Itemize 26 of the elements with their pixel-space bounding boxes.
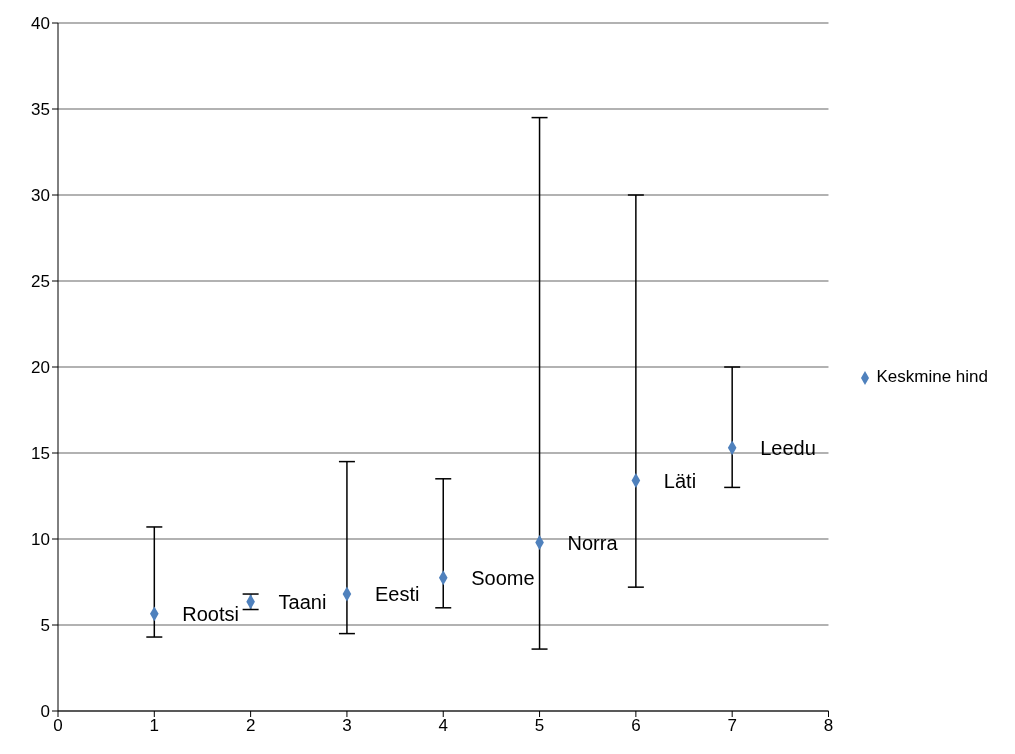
- y-tick-label: 20: [31, 358, 50, 378]
- x-tick-label: 4: [438, 716, 448, 736]
- annotation: Norra: [567, 531, 619, 554]
- y-tick-label: 15: [31, 444, 50, 464]
- legend-label: Keskmine hind: [876, 367, 988, 386]
- annotation: Soome: [471, 566, 535, 589]
- x-tick-label: 5: [534, 716, 545, 736]
- y-tick-label: 10: [31, 530, 50, 550]
- x-tick-label: 2: [245, 716, 256, 736]
- x-tick-label: 7: [727, 716, 737, 736]
- annotation: Läti: [663, 469, 697, 492]
- y-tick-label: 0: [40, 702, 50, 722]
- x-tick-label: 8: [823, 716, 834, 736]
- x-tick-label: 6: [631, 716, 641, 736]
- annotation: Eesti: [374, 583, 420, 606]
- x-tick-label: 1: [149, 716, 160, 736]
- y-tick-label: 30: [31, 186, 50, 206]
- y-tick-label: 5: [40, 616, 50, 636]
- y-tick-label: 40: [31, 14, 50, 34]
- annotation: Leedu: [760, 436, 816, 459]
- annotation: Rootsi: [182, 602, 240, 625]
- annotation: Taani: [278, 590, 327, 613]
- y-tick-label: 35: [31, 100, 50, 120]
- x-tick-label: 0: [53, 716, 63, 736]
- y-tick-label: 25: [31, 272, 50, 292]
- x-tick-label: 3: [342, 716, 352, 736]
